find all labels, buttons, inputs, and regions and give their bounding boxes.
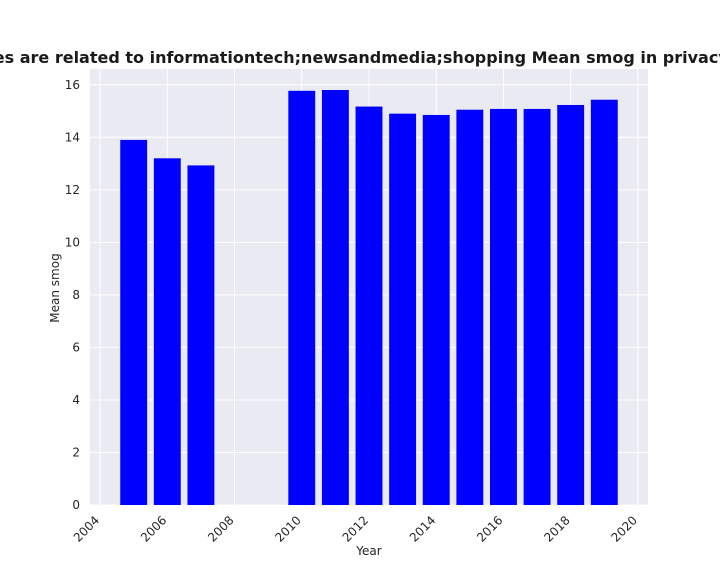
- bar-2005: [120, 139, 148, 506]
- y-tick-labels: 0 2 4 6 8 10 12 14 16: [65, 78, 80, 512]
- bar-2016: [490, 108, 517, 506]
- chart-title: Categories are related to informationtec…: [0, 48, 720, 67]
- x-tick-label: 2004: [71, 513, 102, 544]
- bar-2015: [456, 109, 484, 505]
- y-axis-label: Mean smog: [48, 253, 62, 322]
- bar-2007: [187, 165, 215, 506]
- bar-2006: [153, 158, 181, 505]
- bar-2012: [355, 106, 383, 506]
- y-tick-label: 6: [72, 340, 80, 354]
- y-tick-label: 4: [72, 393, 80, 407]
- bar-2017: [523, 108, 551, 506]
- x-tick-label: 2006: [138, 513, 169, 544]
- y-tick-label: 2: [72, 445, 80, 459]
- x-tick-label: 2020: [609, 513, 640, 544]
- bar-2010: [288, 90, 316, 506]
- bars: [120, 90, 618, 506]
- x-axis-label: Year: [355, 544, 381, 558]
- x-tick-label: 2010: [272, 513, 303, 544]
- x-tick-label: 2018: [541, 513, 572, 544]
- bar-2014: [422, 114, 450, 505]
- y-tick-label: 12: [65, 183, 80, 197]
- x-tick-labels: 2004 2006 2008 2010 2012 2014 2016 2018 2020: [71, 513, 640, 544]
- bar-2019: [590, 99, 618, 506]
- y-tick-label: 8: [72, 288, 80, 302]
- y-tick-label: 14: [65, 130, 80, 144]
- bar-2011: [321, 90, 349, 505]
- x-tick-label: 2014: [407, 513, 438, 544]
- x-tick-label: 2008: [205, 513, 236, 544]
- y-tick-label: 0: [72, 498, 80, 512]
- bar-2018: [557, 104, 585, 506]
- x-tick-label: 2012: [340, 513, 371, 544]
- x-tick-label: 2016: [474, 513, 505, 544]
- y-tick-label: 10: [65, 235, 80, 249]
- y-tick-label: 16: [65, 78, 80, 92]
- bar-2013: [389, 113, 417, 505]
